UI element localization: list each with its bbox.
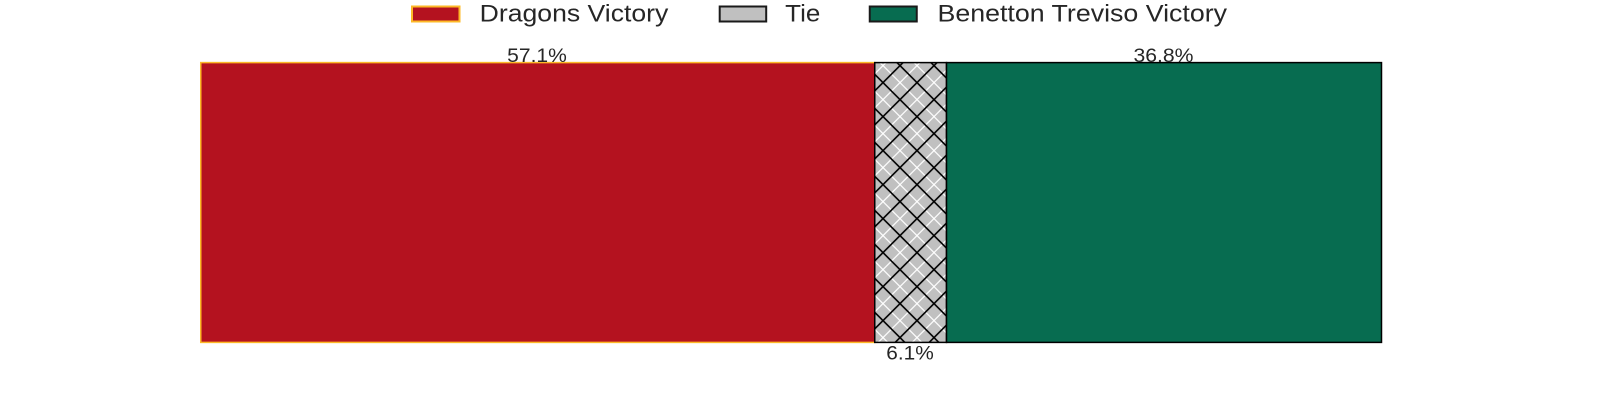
svg-text:36.8%: 36.8% — [1134, 46, 1194, 67]
svg-text:57.1%: 57.1% — [507, 46, 567, 67]
svg-text:6.1%: 6.1% — [886, 344, 934, 365]
svg-text:Dragons Victory: Dragons Victory — [480, 1, 669, 28]
svg-text:Benetton Treviso Victory: Benetton Treviso Victory — [938, 1, 1228, 28]
svg-text:Tie: Tie — [785, 1, 820, 28]
